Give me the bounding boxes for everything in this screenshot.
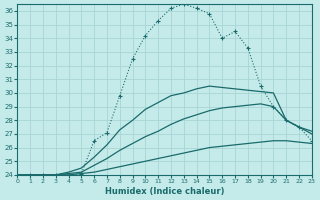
X-axis label: Humidex (Indice chaleur): Humidex (Indice chaleur) xyxy=(105,187,224,196)
